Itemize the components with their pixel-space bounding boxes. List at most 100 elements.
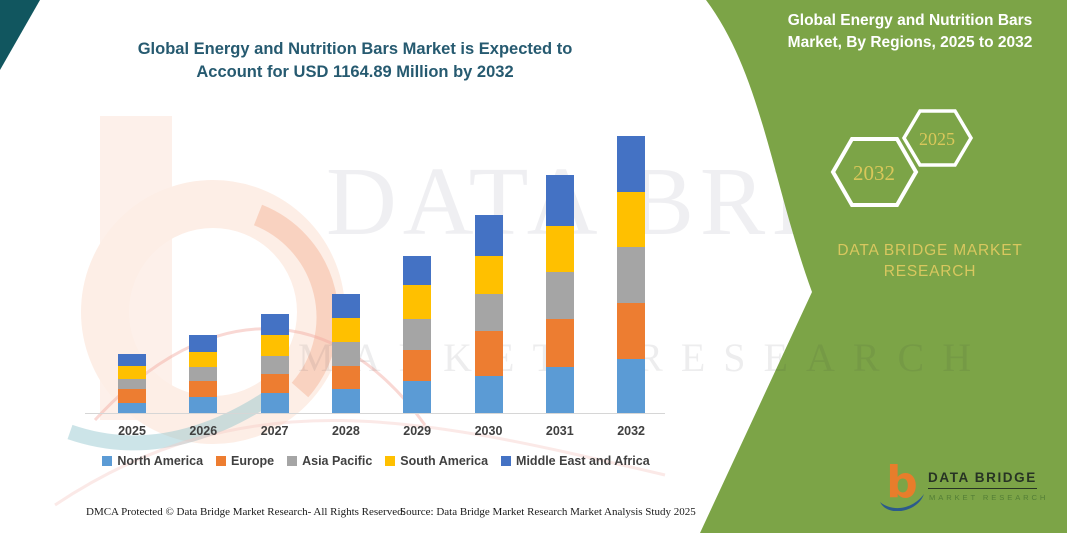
bar-segment-europe-2027 bbox=[260, 374, 289, 394]
legend-label: North America bbox=[117, 454, 204, 468]
bar-2025 bbox=[118, 353, 146, 413]
bar-segment-europe-2031 bbox=[545, 319, 574, 367]
bar-segment-asia-pacific-2026 bbox=[189, 367, 218, 381]
page-title-line2: Account for USD 1164.89 Million by 2032 bbox=[196, 63, 514, 81]
legend-item-north-america: North America bbox=[102, 454, 203, 468]
page-title-line1: Global Energy and Nutrition Bars Market … bbox=[137, 40, 573, 58]
legend-item-asia-pacific: Asia Pacific bbox=[287, 454, 372, 468]
legend-swatch-icon bbox=[102, 456, 113, 466]
bar-segment-south-america-2031 bbox=[545, 225, 574, 272]
bar-segment-middle-east-and-africa-2030 bbox=[474, 215, 503, 256]
bar-segment-europe-2028 bbox=[331, 365, 360, 389]
bar-2032 bbox=[617, 136, 646, 413]
x-axis-label-2027: 2027 bbox=[260, 424, 289, 438]
bar-segment-asia-pacific-2029 bbox=[403, 319, 432, 350]
bar-segment-europe-2025 bbox=[118, 389, 146, 403]
x-axis-label-2031: 2031 bbox=[545, 424, 574, 438]
bar-segment-north-america-2028 bbox=[331, 389, 360, 413]
bar-segment-asia-pacific-2027 bbox=[260, 355, 289, 375]
side-panel-heading-line2: Market, By Regions, 2025 to 2032 bbox=[787, 34, 1033, 51]
bar-segment-south-america-2025 bbox=[118, 365, 146, 379]
hexagon-badge-2025 bbox=[901, 109, 974, 167]
logo-swoosh-icon bbox=[880, 494, 924, 511]
bar-segment-middle-east-and-africa-2028 bbox=[331, 293, 360, 318]
bar-segment-north-america-2027 bbox=[260, 393, 289, 413]
legend-label: Middle East and Africa bbox=[516, 454, 650, 468]
legend-swatch-icon bbox=[216, 456, 227, 466]
legend-swatch-icon bbox=[385, 456, 396, 466]
x-axis-label-2029: 2029 bbox=[403, 424, 432, 438]
bar-segment-north-america-2032 bbox=[617, 359, 646, 413]
green-panel-shape bbox=[700, 0, 1067, 533]
brand-wordmark-line2: RESEARCH bbox=[883, 263, 977, 280]
bar-segment-middle-east-and-africa-2032 bbox=[617, 136, 646, 192]
stacked-bar-chart: 2025 2026 2027 2028 2029 2030 2031 2032 bbox=[85, 120, 665, 438]
logo-subtitle: MARKET RESEARCH bbox=[929, 493, 1049, 502]
bar-segment-asia-pacific-2030 bbox=[474, 293, 503, 332]
bar-segment-europe-2032 bbox=[617, 302, 646, 360]
bar-segment-north-america-2025 bbox=[118, 403, 146, 413]
bar-segment-asia-pacific-2032 bbox=[617, 246, 646, 303]
legend-swatch-icon bbox=[287, 456, 298, 466]
svg-text:b: b bbox=[886, 457, 918, 508]
bar-segment-asia-pacific-2025 bbox=[118, 379, 146, 389]
bar-segment-europe-2026 bbox=[189, 380, 218, 398]
x-axis-label-2030: 2030 bbox=[474, 424, 503, 438]
legend-item-europe: Europe bbox=[216, 454, 274, 468]
x-axis-label-2032: 2032 bbox=[617, 424, 645, 438]
bar-2030 bbox=[474, 215, 503, 413]
legend-label: Europe bbox=[231, 454, 275, 468]
watermark-teal-swoosh bbox=[67, 391, 273, 451]
brand-wordmark-line1: DATA BRIDGE MARKET bbox=[837, 242, 1023, 259]
bar-segment-south-america-2032 bbox=[617, 191, 646, 247]
brand-wordmark: DATA BRIDGE MARKET RESEARCH bbox=[788, 240, 1067, 282]
legend-label: Asia Pacific bbox=[302, 454, 373, 468]
bar-segment-middle-east-and-africa-2027 bbox=[260, 314, 289, 335]
bar-2029 bbox=[403, 255, 432, 413]
bar-segment-north-america-2029 bbox=[403, 380, 432, 413]
footer-dmca-notice: DMCA Protected © Data Bridge Market Rese… bbox=[86, 506, 406, 518]
watermark-red-arc-2 bbox=[54, 419, 666, 507]
x-axis-label-2028: 2028 bbox=[331, 424, 360, 438]
side-panel-heading: Global Energy and Nutrition Bars Market,… bbox=[762, 10, 1058, 54]
hexagon-badge-2032 bbox=[830, 137, 919, 207]
bar-segment-europe-2030 bbox=[474, 331, 503, 377]
bar-segment-asia-pacific-2028 bbox=[331, 342, 360, 366]
legend-item-south-america: South America bbox=[385, 454, 488, 468]
hexagon-label-2025: 2025 bbox=[919, 129, 955, 149]
logo-b-icon: b bbox=[880, 457, 924, 511]
x-axis-label-2025: 2025 bbox=[118, 424, 146, 438]
watermark-orange-arc bbox=[253, 204, 339, 398]
bar-segment-north-america-2026 bbox=[189, 397, 218, 413]
chart-legend: North America Europe Asia Pacific South Ame… bbox=[85, 454, 667, 468]
bar-segment-south-america-2028 bbox=[331, 317, 360, 343]
bar-segment-south-america-2030 bbox=[474, 255, 503, 294]
bar-segment-middle-east-and-africa-2025 bbox=[118, 353, 146, 366]
bar-segment-north-america-2030 bbox=[474, 376, 503, 413]
bar-segment-asia-pacific-2031 bbox=[545, 272, 574, 319]
page-title: Global Energy and Nutrition Bars Market … bbox=[95, 38, 615, 84]
bar-segment-south-america-2027 bbox=[260, 334, 289, 356]
legend-item-middle-east-and-africa: Middle East and Africa bbox=[501, 454, 650, 468]
bar-segment-south-america-2026 bbox=[189, 351, 218, 368]
hexagon-label-2032: 2032 bbox=[853, 161, 895, 185]
bar-segment-middle-east-and-africa-2026 bbox=[189, 334, 218, 352]
company-logo: b DATA BRIDGE MARKET RESEARCH bbox=[876, 456, 1056, 511]
bar-segment-north-america-2031 bbox=[545, 366, 574, 413]
logo-title: DATA BRIDGE bbox=[928, 470, 1037, 489]
bar-2027 bbox=[260, 314, 289, 413]
bar-segment-middle-east-and-africa-2031 bbox=[545, 175, 574, 226]
bar-2028 bbox=[331, 293, 360, 413]
side-panel-heading-line1: Global Energy and Nutrition Bars bbox=[787, 12, 1033, 29]
x-axis-label-2026: 2026 bbox=[189, 424, 218, 438]
footer-source-note: Source: Data Bridge Market Research Mark… bbox=[400, 506, 696, 518]
legend-swatch-icon bbox=[501, 456, 512, 466]
bar-2031 bbox=[545, 175, 574, 413]
bar-segment-south-america-2029 bbox=[403, 284, 432, 320]
corner-triangle-accent bbox=[0, 0, 40, 70]
legend-label: South America bbox=[400, 454, 489, 468]
bar-2026 bbox=[189, 334, 218, 413]
bar-segment-europe-2029 bbox=[403, 349, 432, 381]
